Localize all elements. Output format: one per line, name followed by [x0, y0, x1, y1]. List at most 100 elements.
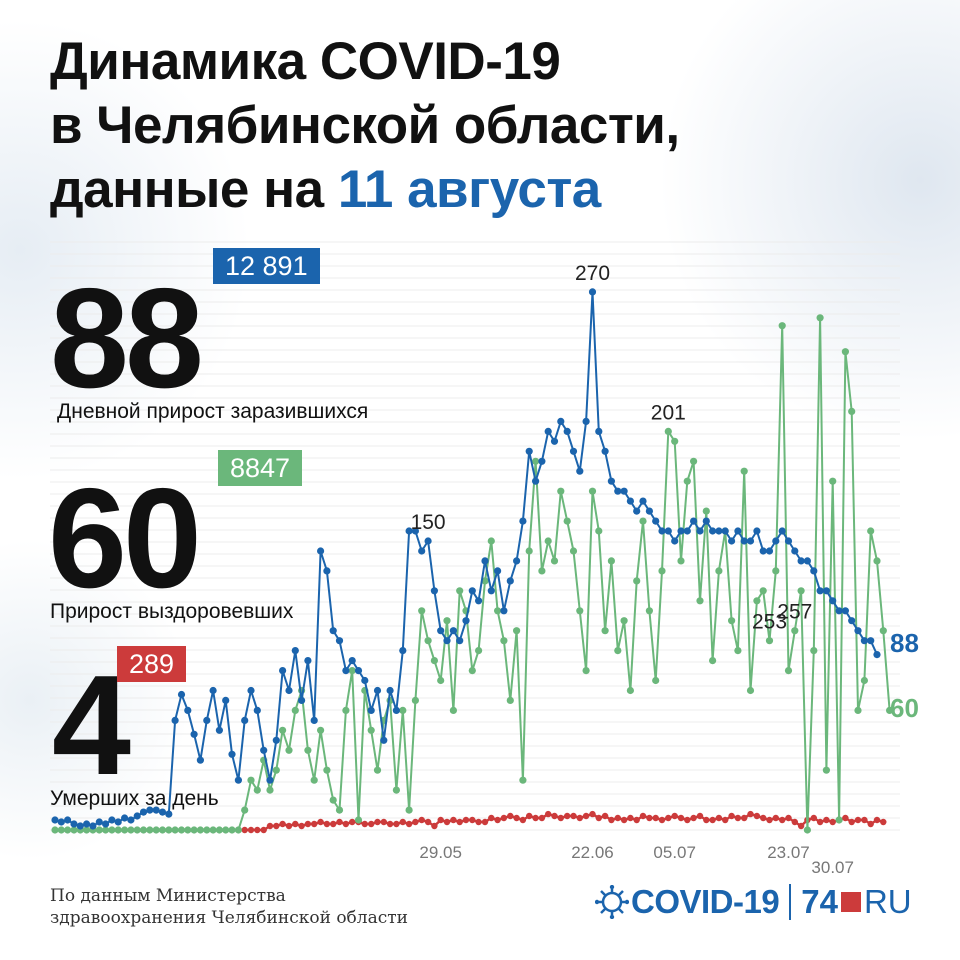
infected-point	[380, 736, 388, 744]
recovered-point	[405, 806, 413, 814]
recovered-point	[841, 348, 850, 356]
infected-point	[563, 427, 571, 435]
infected-point	[234, 776, 242, 784]
infected-point	[241, 716, 249, 725]
recovered-point	[544, 537, 552, 545]
recovered-point	[190, 826, 198, 834]
recovered-point	[671, 437, 679, 445]
infected-point	[607, 477, 616, 485]
recovered-point	[399, 706, 407, 715]
infected-point	[772, 537, 780, 545]
deaths-point	[304, 820, 312, 828]
infected-point	[247, 686, 255, 695]
recovered-point	[64, 826, 72, 834]
recovered-point	[481, 577, 489, 585]
deaths-point	[450, 816, 457, 824]
recovered-point	[728, 617, 736, 625]
deaths-point	[405, 820, 413, 828]
recovered-point	[127, 826, 135, 834]
deaths-point	[715, 814, 723, 822]
deaths-point	[386, 820, 394, 828]
recovered-point	[139, 826, 148, 834]
infected-point	[487, 587, 495, 595]
source-line-1: По данным Министерства	[50, 886, 286, 906]
peak-label: 270	[575, 262, 610, 285]
infected-point	[209, 686, 217, 695]
infected-point	[298, 696, 306, 705]
deaths-point	[652, 814, 659, 822]
recovered-point	[626, 686, 635, 695]
deaths-daily-value: 4	[52, 646, 131, 805]
infected-point	[449, 627, 457, 635]
infected-point	[569, 447, 578, 455]
deaths-point	[823, 816, 830, 824]
infected-point	[513, 557, 521, 565]
recovered-point	[247, 776, 255, 784]
deaths-point	[873, 816, 881, 824]
recovered-point	[329, 796, 337, 804]
infected-point	[304, 657, 312, 665]
x-tick-label: 05.07	[653, 843, 696, 862]
infected-point	[532, 477, 540, 485]
deaths-point	[361, 820, 368, 828]
brand-divider	[789, 884, 792, 920]
infected-point	[152, 806, 160, 814]
recovered-point	[835, 816, 843, 824]
infected-point	[317, 547, 325, 555]
infected-point	[671, 537, 679, 545]
infected-point	[146, 806, 154, 814]
infected-point	[664, 527, 672, 535]
deaths-point	[519, 816, 527, 824]
recovered-point	[740, 467, 748, 475]
infected-point	[601, 447, 609, 455]
infected-point	[494, 567, 502, 575]
chart-series	[51, 288, 894, 834]
infected-point	[677, 527, 685, 535]
recovered-point	[683, 477, 691, 485]
infected-point	[266, 776, 274, 784]
recovered-point	[867, 527, 875, 535]
recovered-point	[234, 826, 242, 834]
recovered-point	[279, 726, 287, 734]
page-title: Динамика COVID-19 в Челябинской области,…	[50, 30, 680, 222]
recovered-point	[203, 826, 211, 834]
recovered-point	[152, 826, 160, 834]
deaths-point	[513, 814, 520, 822]
recovered-point	[165, 826, 173, 834]
deaths-point	[564, 812, 571, 820]
infected-point	[709, 527, 717, 535]
recovered-point	[538, 567, 546, 575]
infected-point	[746, 537, 755, 545]
deaths-point	[627, 814, 634, 822]
recovered-point	[266, 786, 274, 794]
infected-point	[728, 537, 736, 545]
recovered-point	[803, 826, 812, 834]
infected-point	[272, 736, 280, 744]
recovered-point	[133, 826, 141, 834]
infected-point	[51, 816, 59, 824]
recovered-point	[873, 557, 881, 565]
infected-point	[190, 730, 198, 738]
infected-point	[475, 597, 483, 605]
infected-point	[538, 457, 546, 465]
deaths-point	[734, 814, 742, 822]
recovered-point	[228, 826, 236, 834]
recovered-point	[342, 706, 350, 715]
recovered-point	[848, 407, 856, 415]
recovered-point	[791, 627, 799, 635]
deaths-point	[614, 814, 621, 822]
infected-point	[310, 716, 318, 725]
recovered-point	[854, 706, 862, 715]
deaths-point	[317, 818, 324, 826]
source-line-2: здравоохранения Челябинской области	[50, 908, 408, 928]
deaths-point	[601, 812, 609, 820]
deaths-point	[336, 818, 343, 826]
recovered-point	[860, 676, 869, 685]
recovered-point	[253, 786, 261, 794]
deaths-point	[266, 822, 274, 830]
infected-point	[184, 706, 192, 715]
recovered-point	[709, 657, 717, 665]
infected-point	[171, 716, 179, 725]
infected-point	[690, 517, 698, 525]
